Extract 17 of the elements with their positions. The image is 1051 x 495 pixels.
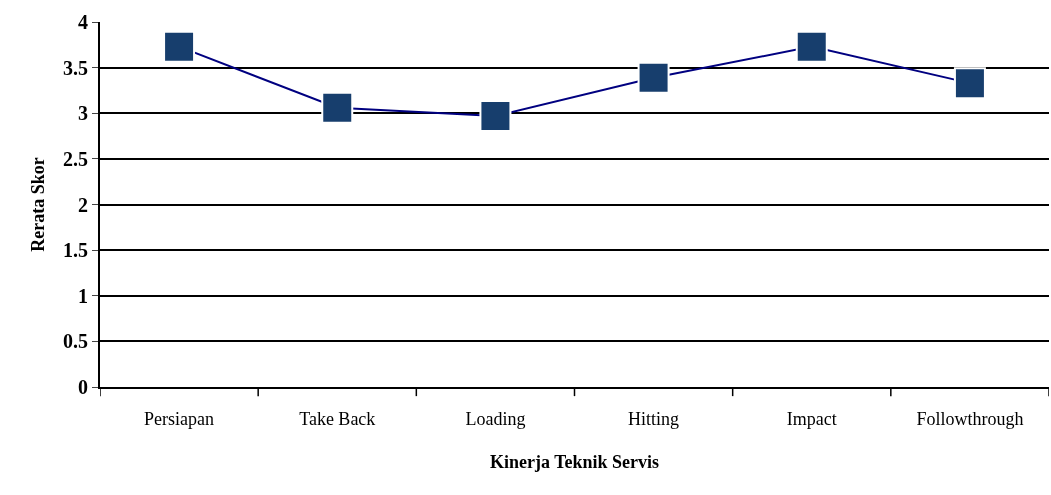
y-tick-label: 1.5 [63,239,88,262]
x-tick-label: Persiapan [144,408,215,429]
y-tick-label: 3 [78,102,88,125]
x-tick-label: Hitting [628,408,680,429]
y-tick-label: 2.5 [63,147,88,170]
x-tick-label: Impact [786,408,837,429]
y-tick-label: 2 [78,193,88,216]
y-tick-label: 0.5 [63,330,88,353]
y-tick-label: 0 [78,376,88,398]
x-axis-title: Kinerja Teknik Servis [489,452,660,473]
y-axis-title: Rerata Skor [27,157,48,252]
y-tick-label: 1 [78,284,88,307]
x-tick-label: Take Back [299,408,376,429]
x-tick-label: Loading [465,408,526,429]
y-tick-label: 3.5 [63,56,88,79]
y-tick-label: 4 [78,11,88,33]
x-tick-label: Followthrough [916,408,1024,429]
